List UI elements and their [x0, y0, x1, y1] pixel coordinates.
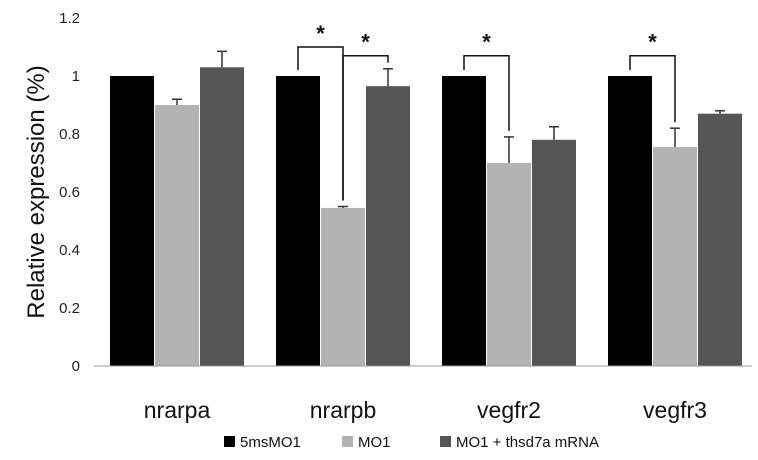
- bar-5msmo1-nrarpa: [110, 76, 154, 366]
- legend-swatch-2: [440, 436, 451, 447]
- bar-mo1-vegfr2: [487, 163, 531, 366]
- significance-star: *: [648, 30, 657, 55]
- bar-mo1-vegfr3: [653, 147, 697, 366]
- legend-label-0: 5msMO1: [240, 434, 301, 451]
- x-tick-label-vegfr3: vegfr3: [643, 397, 707, 423]
- bar-5msmo1-vegfr3: [608, 76, 652, 366]
- bar-mo1-thsd7a-mrna-vegfr3: [698, 113, 742, 366]
- y-tick-label: 0: [72, 358, 80, 375]
- significance-star: *: [482, 30, 491, 55]
- legend-swatch-0: [224, 436, 235, 447]
- bar-mo1-thsd7a-mrna-nrarpa: [200, 67, 244, 367]
- significance-star: *: [361, 30, 370, 55]
- legend-label-2: MO1 + thsd7a mRNA: [456, 434, 599, 451]
- y-tick-label: 0.8: [59, 126, 80, 143]
- y-tick-label: 0.2: [59, 300, 80, 317]
- bar-mo1-thsd7a-mrna-vegfr2: [532, 139, 576, 366]
- y-tick-label: 1: [72, 68, 80, 85]
- bar-5msmo1-vegfr2: [442, 76, 486, 366]
- y-tick-label: 1.2: [59, 10, 80, 27]
- x-tick-label-vegfr2: vegfr2: [477, 397, 541, 423]
- legend: 5msMO1 MO1 MO1 + thsd7a mRNA: [224, 434, 599, 451]
- x-tick-label-nrarpa: nrarpa: [144, 397, 211, 423]
- plot-area: 0 0.2 0.4 0.6 0.8 1 1.2 nrarpa nrarpb vegfr2 vegfr…: [59, 10, 752, 423]
- bar-5msmo1-nrarpb: [276, 76, 320, 366]
- bar-mo1-thsd7a-mrna-nrarpb: [366, 86, 410, 367]
- x-tick-label-nrarpb: nrarpb: [310, 397, 376, 423]
- bar-mo1-nrarpa: [155, 105, 199, 366]
- legend-swatch-1: [342, 436, 353, 447]
- significance-bracket: [629, 54, 676, 123]
- bar-mo1-nrarpb: [321, 207, 365, 366]
- significance-star: *: [316, 21, 325, 46]
- significance-bracket: [463, 54, 510, 131]
- y-tick-label: 0.6: [59, 184, 80, 201]
- legend-label-1: MO1: [358, 434, 391, 451]
- y-tick-label: 0.4: [59, 242, 80, 259]
- y-axis-label: Relative expression (%): [23, 65, 50, 318]
- significance-bracket: [342, 54, 389, 201]
